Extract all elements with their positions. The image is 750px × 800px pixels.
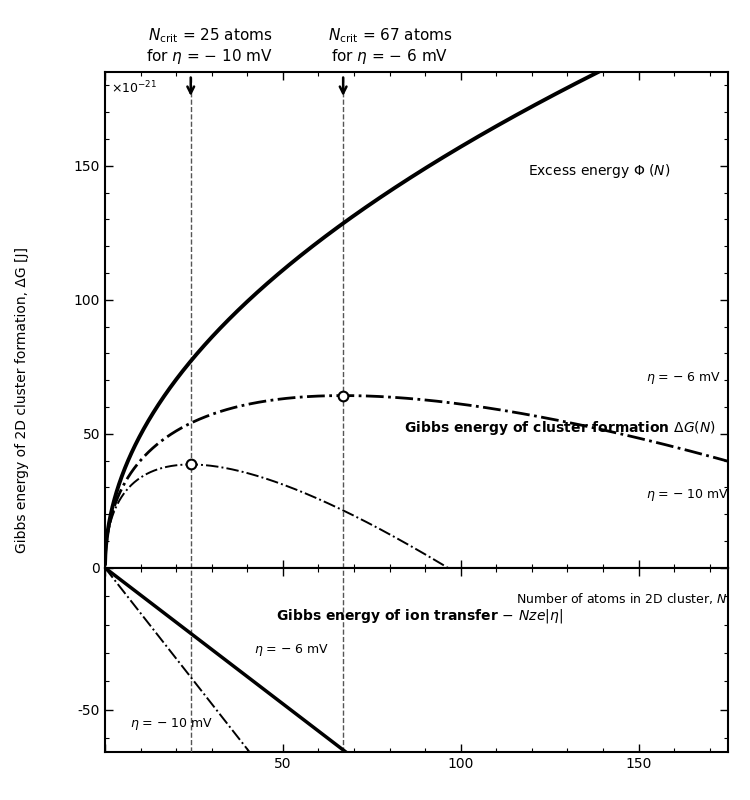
Text: $\eta$ = $-$ 10 mV: $\eta$ = $-$ 10 mV [130, 716, 213, 732]
Text: Number of atoms in 2D cluster, $N$: Number of atoms in 2D cluster, $N$ [516, 590, 728, 606]
Text: for $\eta$ = $-$ 10 mV: for $\eta$ = $-$ 10 mV [146, 46, 274, 66]
Text: $N_\mathrm{crit}$ = 67 atoms: $N_\mathrm{crit}$ = 67 atoms [328, 26, 452, 46]
Text: $\eta$ = $-$ 6 mV: $\eta$ = $-$ 6 mV [646, 370, 721, 386]
Text: Gibbs energy of 2D cluster formation, ΔG [J]: Gibbs energy of 2D cluster formation, ΔG… [16, 247, 29, 553]
Text: Excess energy $\Phi$ ($N$): Excess energy $\Phi$ ($N$) [528, 162, 670, 180]
Text: for $\eta$ = $-$ 6 mV: for $\eta$ = $-$ 6 mV [332, 46, 448, 66]
Text: $\eta$ = $-$ 10 mV: $\eta$ = $-$ 10 mV [646, 487, 729, 503]
Text: $N_\mathrm{crit}$ = 25 atoms: $N_\mathrm{crit}$ = 25 atoms [148, 26, 272, 46]
Text: $\times 10^{-21}$: $\times 10^{-21}$ [111, 79, 158, 96]
Text: Gibbs energy of ion transfer $-$ $Nze|\eta|$: Gibbs energy of ion transfer $-$ $Nze|\e… [276, 607, 562, 625]
Text: Gibbs energy of cluster formation $\Delta G(N)$: Gibbs energy of cluster formation $\Delt… [404, 419, 716, 438]
Text: $\eta$ = $-$ 6 mV: $\eta$ = $-$ 6 mV [254, 642, 330, 658]
